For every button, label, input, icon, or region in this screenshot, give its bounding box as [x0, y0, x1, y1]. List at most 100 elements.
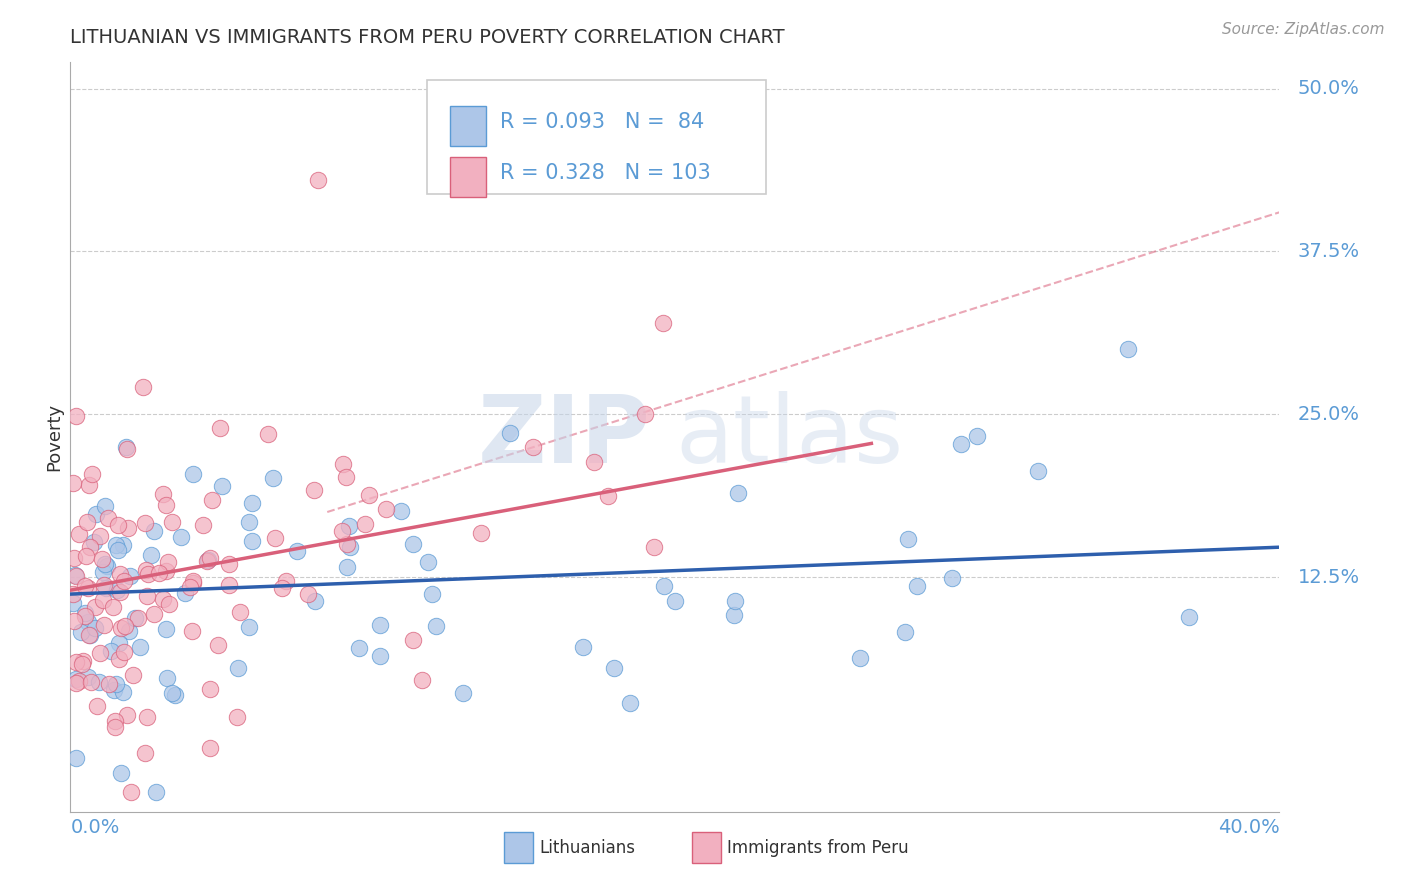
FancyBboxPatch shape	[427, 79, 765, 194]
Point	[107, 542, 129, 557]
Point	[389, 504, 412, 518]
Point	[162, 686, 184, 700]
Point	[115, 440, 138, 454]
Point	[94, 557, 117, 571]
Point	[93, 499, 115, 513]
Point	[62, 587, 84, 601]
Point	[894, 625, 917, 640]
Point	[145, 785, 167, 799]
FancyBboxPatch shape	[450, 157, 486, 197]
Point	[304, 593, 326, 607]
Point	[77, 581, 100, 595]
Point	[91, 593, 114, 607]
Point	[727, 486, 749, 500]
Point	[65, 751, 87, 765]
Point	[155, 498, 177, 512]
Point	[128, 640, 150, 655]
Point	[264, 531, 287, 545]
Point	[643, 540, 665, 554]
Point	[197, 553, 219, 567]
Point	[80, 467, 103, 481]
Point	[262, 471, 284, 485]
Point	[297, 587, 319, 601]
Point	[67, 673, 90, 688]
Point	[218, 558, 240, 572]
Point	[152, 591, 174, 606]
Point	[201, 492, 224, 507]
Point	[75, 607, 97, 621]
Point	[652, 579, 675, 593]
Point	[357, 488, 380, 502]
Point	[332, 457, 354, 471]
Point	[97, 511, 120, 525]
Point	[65, 569, 87, 583]
Point	[420, 587, 443, 601]
FancyBboxPatch shape	[692, 832, 721, 863]
Point	[100, 644, 122, 658]
Point	[76, 670, 98, 684]
Point	[115, 708, 138, 723]
Text: Lithuanians: Lithuanians	[540, 838, 636, 856]
Point	[218, 577, 240, 591]
Point	[152, 487, 174, 501]
Point	[155, 564, 177, 578]
Point	[141, 548, 163, 562]
Point	[83, 621, 105, 635]
Point	[117, 442, 139, 457]
Point	[270, 581, 294, 595]
Text: LITHUANIAN VS IMMIGRANTS FROM PERU POVERTY CORRELATION CHART: LITHUANIAN VS IMMIGRANTS FROM PERU POVER…	[70, 28, 785, 47]
Point	[62, 614, 84, 628]
Point	[101, 600, 124, 615]
Point	[159, 597, 181, 611]
Point	[104, 677, 127, 691]
Point	[96, 558, 118, 573]
Point	[135, 710, 157, 724]
Point	[111, 685, 134, 699]
Point	[77, 628, 100, 642]
Point	[207, 638, 229, 652]
Point	[1116, 342, 1139, 356]
Point	[143, 607, 166, 621]
Point	[402, 537, 425, 551]
Point	[198, 551, 221, 566]
Point	[1026, 464, 1049, 478]
Point	[77, 615, 100, 629]
Point	[416, 555, 439, 569]
Point	[86, 699, 108, 714]
Point	[411, 673, 433, 687]
Text: 40.0%: 40.0%	[1218, 818, 1279, 838]
Point	[79, 540, 101, 554]
Point	[1178, 610, 1201, 624]
Point	[336, 559, 359, 574]
Point	[165, 688, 187, 702]
Point	[225, 710, 247, 724]
Point	[470, 525, 492, 540]
Point	[226, 661, 249, 675]
Point	[170, 530, 193, 544]
Point	[105, 582, 128, 597]
Text: Immigrants from Peru: Immigrants from Peru	[727, 838, 908, 856]
Point	[76, 515, 98, 529]
Point	[134, 516, 156, 530]
Point	[79, 628, 101, 642]
Point	[135, 589, 157, 603]
Point	[104, 720, 127, 734]
Point	[117, 521, 139, 535]
Point	[135, 563, 157, 577]
Point	[70, 657, 93, 672]
Point	[103, 683, 125, 698]
Point	[181, 574, 204, 588]
Point	[183, 467, 205, 481]
Point	[62, 551, 84, 566]
Point	[347, 640, 370, 655]
Point	[195, 554, 218, 568]
Point	[73, 609, 96, 624]
Point	[62, 475, 84, 490]
Point	[84, 599, 107, 614]
Point	[307, 172, 329, 186]
Point	[198, 741, 221, 756]
Point	[723, 607, 745, 622]
Point	[336, 537, 359, 551]
Point	[162, 515, 184, 529]
Point	[179, 580, 201, 594]
